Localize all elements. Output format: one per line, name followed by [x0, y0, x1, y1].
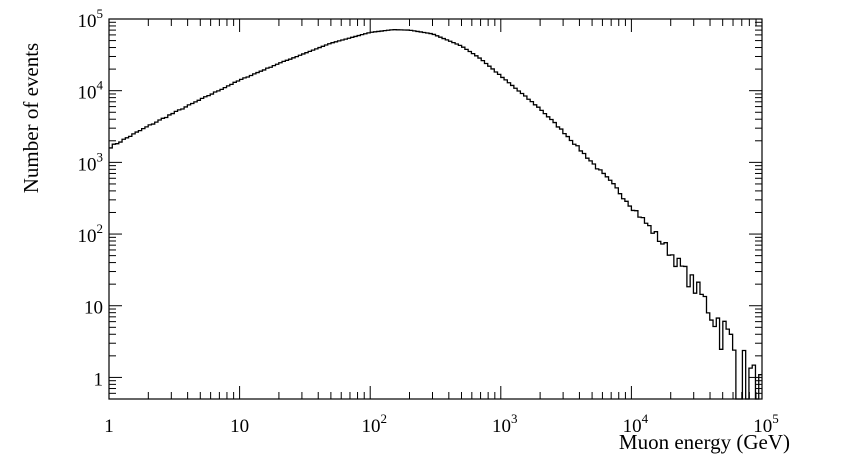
x-tick-label: 102 — [361, 411, 387, 437]
y-tick-label: 102 — [78, 221, 104, 247]
x-tick-label: 105 — [753, 411, 779, 437]
histogram-series — [109, 29, 762, 400]
plot-frame — [108, 18, 763, 400]
y-tick-label: 104 — [78, 78, 104, 104]
y-axis-title: Number of events — [19, 43, 43, 193]
x-tick-label: 10 — [230, 416, 249, 437]
y-tick-label: 10 — [84, 298, 103, 319]
x-axis-title: Muon energy (GeV) — [619, 430, 790, 454]
y-tick-label: 1 — [94, 369, 104, 390]
axis-ticks — [108, 18, 763, 400]
tick-labels: 1 10 102 103 104 105 1 10 102 103 104 105 — [78, 6, 779, 437]
y-tick-label: 105 — [78, 6, 104, 32]
y-tick-label: 103 — [78, 149, 104, 175]
x-tick-label: 103 — [492, 411, 518, 437]
x-tick-label: 104 — [623, 411, 649, 437]
x-tick-label: 1 — [104, 416, 114, 437]
